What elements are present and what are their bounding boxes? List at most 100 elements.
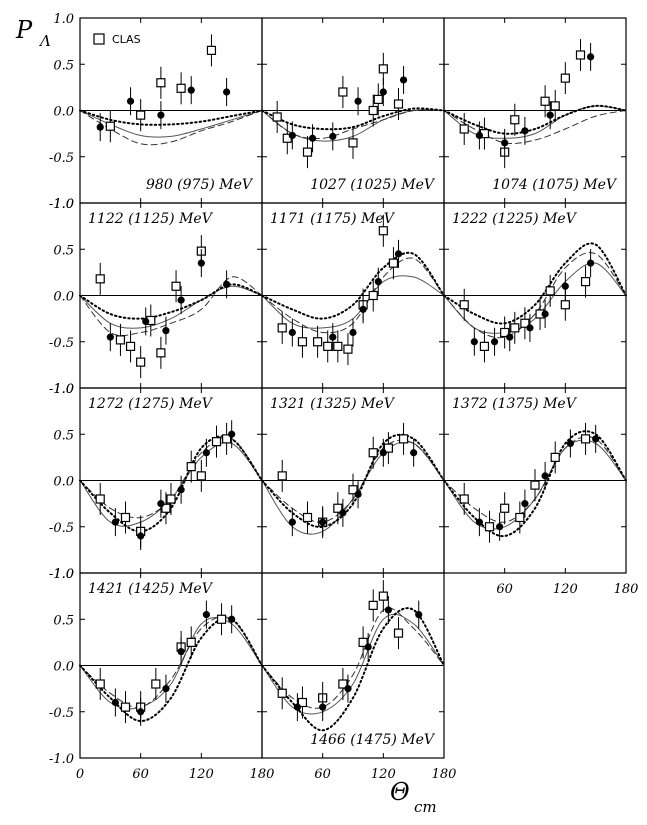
- filled-point: [228, 430, 236, 438]
- clas-point: [580, 277, 591, 287]
- panel-11: 1466 (1475) MeV: [261, 572, 445, 759]
- curve-dashed: [443, 110, 627, 145]
- clas-point: [136, 357, 146, 367]
- filled-point: [354, 490, 362, 498]
- curve-dashed: [261, 607, 445, 709]
- x-axis-title: Θ cm: [390, 778, 437, 816]
- panel-7: 1272 (1275) MeV 1.0 0.5 0.0 -0.5 -1.0: [49, 382, 263, 582]
- clas-point: [393, 628, 404, 638]
- clas-point: [277, 688, 287, 698]
- clas-point: [186, 637, 196, 647]
- filled-point: [470, 338, 478, 346]
- filled-point: [137, 708, 145, 716]
- clas-point: [373, 94, 383, 105]
- clas-point: [368, 290, 378, 301]
- clas-point: [459, 300, 469, 310]
- clas-point: [378, 226, 388, 236]
- y-tick-label: 0.0: [53, 105, 74, 120]
- filled-point: [399, 76, 408, 84]
- panel-label: 1222 (1225) MeV: [452, 211, 578, 227]
- clas-point: [338, 87, 348, 97]
- filled-point: [379, 449, 387, 457]
- filled-point: [587, 259, 595, 267]
- clas-point: [343, 344, 353, 354]
- x-tick-label: 60: [496, 582, 513, 597]
- clas-point: [368, 600, 378, 610]
- filled-point: [126, 97, 135, 105]
- filled-point: [394, 250, 403, 258]
- clas-point: [510, 115, 520, 125]
- filled-point: [162, 327, 170, 335]
- filled-point: [354, 97, 362, 105]
- filled-point: [592, 435, 600, 443]
- filled-point: [137, 532, 145, 540]
- clas-point: [115, 335, 126, 345]
- clas-point: [302, 512, 313, 523]
- filled-point: [319, 518, 327, 526]
- filled-point: [187, 86, 195, 94]
- clas-point: [297, 337, 308, 347]
- panel-label: 1171 (1175) MeV: [270, 211, 396, 227]
- filled-point: [329, 132, 337, 140]
- clas-point: [211, 437, 222, 447]
- clas-point: [398, 434, 409, 444]
- clas-point: [333, 503, 343, 513]
- clas-point: [500, 503, 510, 513]
- filled-point: [96, 123, 104, 131]
- clas-point: [166, 494, 176, 504]
- filled-point: [111, 518, 119, 526]
- filled-point: [228, 615, 236, 623]
- panel-5: 1171 (1175) MeV: [261, 202, 445, 389]
- y-tick-label: -1.0: [49, 197, 74, 212]
- clas-point: [95, 679, 105, 689]
- filled-point: [521, 127, 529, 135]
- filled-point: [106, 333, 114, 341]
- filled-point: [177, 648, 185, 656]
- panel-label: 1421 (1425) MeV: [88, 581, 214, 597]
- filled-point: [344, 685, 352, 693]
- clas-point: [156, 348, 166, 358]
- curve-dotted: [79, 617, 263, 723]
- filled-point: [475, 518, 483, 526]
- x-tick-label: 60: [314, 767, 331, 782]
- clas-point: [484, 522, 495, 532]
- curve-solid: [261, 613, 445, 715]
- filled-point: [415, 611, 423, 619]
- filled-point: [546, 111, 554, 119]
- clas-point: [388, 258, 399, 268]
- filled-point: [359, 305, 367, 313]
- y-tick-label: 0.5: [53, 58, 74, 73]
- clas-point: [313, 337, 323, 347]
- filled-point: [177, 296, 185, 304]
- panel-2: 1027 (1025) MeV: [261, 17, 445, 204]
- x-axis-title-sub: cm: [414, 798, 437, 816]
- filled-point: [293, 703, 301, 711]
- clas-point: [368, 448, 378, 458]
- y-tick-label: -0.5: [49, 706, 74, 721]
- clas-point: [171, 281, 181, 291]
- clas-point: [545, 286, 555, 296]
- filled-point: [157, 500, 165, 508]
- y-tick-label: 1.0: [53, 382, 74, 397]
- filled-point: [223, 280, 231, 288]
- clas-point: [393, 99, 404, 109]
- x-tick-label: 180: [432, 767, 457, 782]
- y-tick-label: 0.0: [53, 290, 74, 305]
- panel-label: 1122 (1125) MeV: [88, 211, 214, 227]
- clas-point: [95, 274, 105, 284]
- curve-dashed: [79, 276, 263, 337]
- clas-point: [323, 341, 333, 351]
- filled-point: [288, 518, 296, 526]
- clas-point: [368, 105, 378, 116]
- panel-label: 1466 (1475) MeV: [310, 732, 436, 748]
- curve-dotted: [79, 283, 263, 320]
- y-tick-label: -0.5: [49, 336, 74, 351]
- clas-point: [378, 64, 388, 74]
- x-tick-label: 120: [371, 767, 396, 782]
- clas-point: [358, 637, 368, 647]
- clas-point: [302, 147, 313, 157]
- clas-point: [378, 591, 388, 601]
- y-axis-title-sub: Λ: [38, 32, 51, 50]
- clas-point: [196, 471, 206, 481]
